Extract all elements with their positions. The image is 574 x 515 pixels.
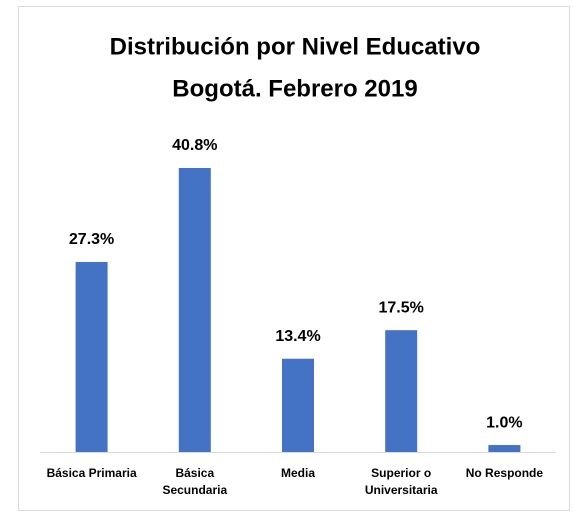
x-tick-label: No Responde: [465, 466, 544, 480]
bar: [385, 330, 418, 452]
bar: [282, 358, 314, 452]
value-label: 40.8%: [172, 137, 217, 154]
value-label: 17.5%: [379, 299, 424, 316]
chart-subtitle: Bogotá. Febrero 2019: [172, 75, 417, 102]
bar: [75, 261, 108, 452]
chart-frame: [18, 6, 570, 511]
chart-title: Distribución por Nivel Educativo: [110, 33, 481, 60]
x-tick-label: Media: [280, 466, 315, 480]
value-label: 27.3%: [69, 231, 114, 248]
value-label: 13.4%: [275, 328, 320, 345]
bar: [488, 445, 521, 452]
value-label: 1.0%: [486, 414, 522, 431]
bar: [178, 168, 211, 452]
x-tick-label: Superior o Universitaria: [364, 466, 438, 497]
x-tick-label: Básica Secundaria: [162, 466, 228, 497]
x-tick-label: Básica Primaria: [46, 466, 137, 480]
